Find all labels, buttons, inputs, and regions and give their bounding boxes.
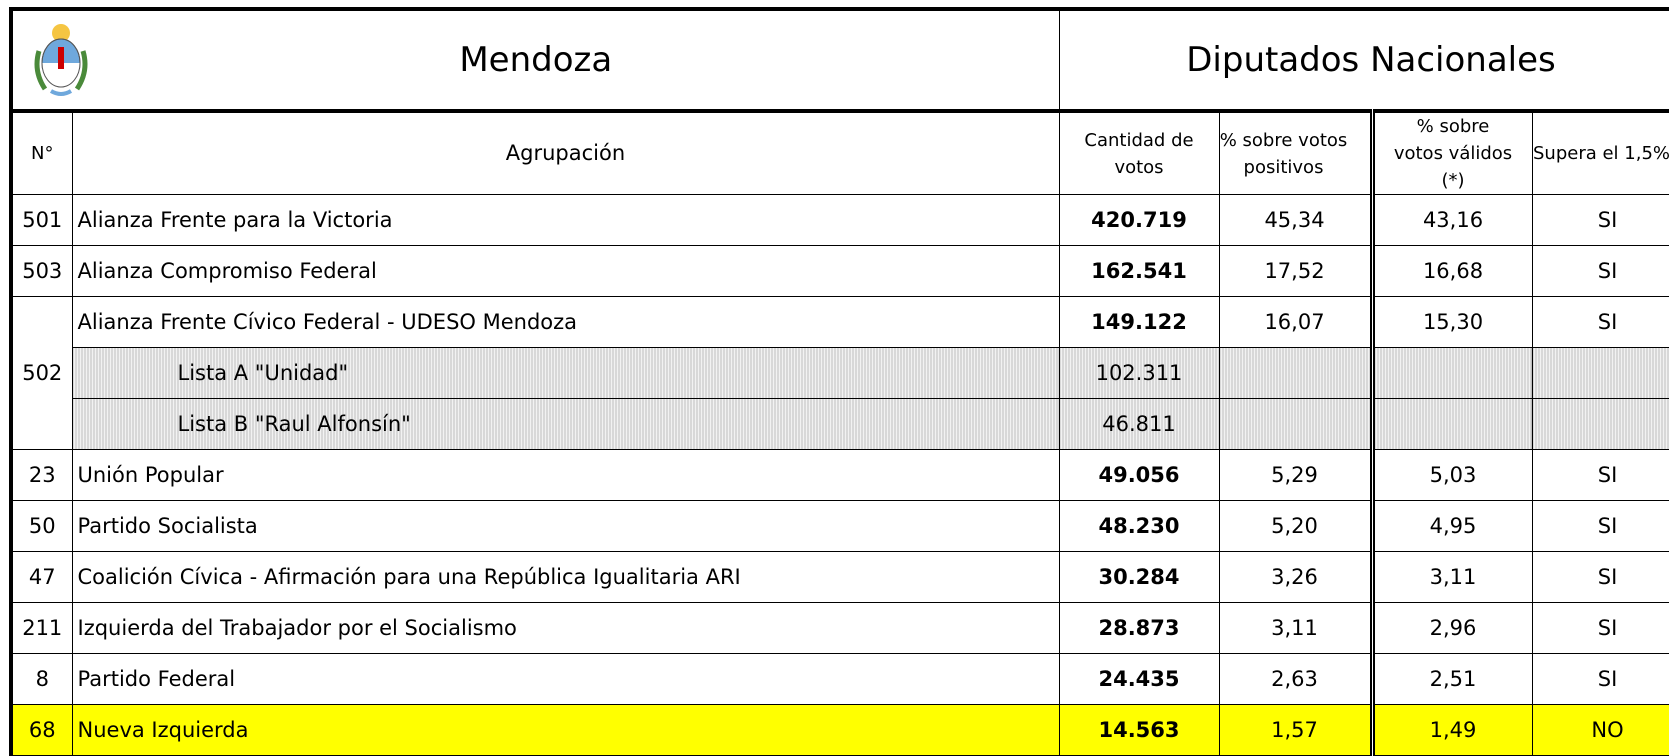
col-header: % sobre votos válidos (*) <box>1369 110 1533 195</box>
pct-positive: 3,11 <box>1218 602 1373 654</box>
exceeds: NO <box>1531 704 1669 756</box>
empty-cell <box>1531 347 1669 399</box>
sublist-votes: 102.311 <box>1058 347 1220 399</box>
office-title: Diputados Nacionales <box>1058 7 1669 113</box>
pct-valid: 3,11 <box>1369 551 1533 603</box>
pct-positive: 16,07 <box>1218 296 1373 348</box>
pct-valid: 2,96 <box>1369 602 1533 654</box>
votes: 24.435 <box>1058 653 1220 705</box>
party-name: Partido Socialista <box>71 500 1060 552</box>
pct-positive: 45,34 <box>1218 194 1373 246</box>
party-row: 8 Partido Federal 24.435 2,63 2,51 SI <box>9 653 1669 705</box>
party-number: 503 <box>9 245 73 297</box>
emblem <box>34 24 88 96</box>
party-number: 68 <box>9 704 73 756</box>
votes: 48.230 <box>1058 500 1220 552</box>
party-number: 50 <box>9 500 73 552</box>
pct-positive: 5,20 <box>1218 500 1373 552</box>
votes: 420.719 <box>1058 194 1220 246</box>
sublist-votes: 46.811 <box>1058 398 1220 450</box>
results-table: Mendoza Diputados Nacionales N° Agrupaci… <box>9 7 1669 756</box>
exceeds: SI <box>1531 194 1669 246</box>
pct-positive: 1,57 <box>1218 704 1373 756</box>
votes: 149.122 <box>1058 296 1220 348</box>
party-row: 23 Unión Popular 49.056 5,29 5,03 SI <box>9 449 1669 501</box>
party-number: 47 <box>9 551 73 603</box>
pct-valid: 2,51 <box>1369 653 1533 705</box>
pct-valid: 15,30 <box>1369 296 1533 348</box>
pct-positive: 3,26 <box>1218 551 1373 603</box>
party-number: 211 <box>9 602 73 654</box>
pct-valid: 4,95 <box>1369 500 1533 552</box>
col-header: Agrupación <box>71 110 1060 195</box>
pct-positive: 2,63 <box>1218 653 1373 705</box>
party-name: Unión Popular <box>71 449 1060 501</box>
empty-cell <box>1531 398 1669 450</box>
party-number: 501 <box>9 194 73 246</box>
party-row: 68 Nueva Izquierda 14.563 1,57 1,49 NO <box>9 704 1669 756</box>
empty-cell <box>1218 347 1373 399</box>
col-header: N° <box>9 110 73 195</box>
sublist-row: Lista A "Unidad" 102.311 <box>11 347 1669 399</box>
sublist-name: Lista B "Raul Alfonsín" <box>71 398 1060 450</box>
sublist-name: Lista A "Unidad" <box>71 347 1060 399</box>
party-name: Alianza Frente Cívico Federal - UDESO Me… <box>71 296 1060 348</box>
exceeds: SI <box>1531 296 1669 348</box>
title-cell: Mendoza <box>9 7 1060 113</box>
exceeds: SI <box>1531 551 1669 603</box>
party-row: 50 Partido Socialista 48.230 5,20 4,95 SI <box>9 500 1669 552</box>
party-row: 47 Coalición Cívica - Afirmación para una… <box>9 551 1669 603</box>
votes: 14.563 <box>1058 704 1220 756</box>
empty-cell <box>1218 398 1373 450</box>
table-body: Mendoza Diputados Nacionales N° Agrupaci… <box>9 7 1669 756</box>
party-row: 503 Alianza Compromiso Federal 162.541 17,5… <box>9 245 1669 297</box>
title-row: Mendoza Diputados Nacionales <box>9 7 1669 113</box>
votes: 49.056 <box>1058 449 1220 501</box>
party-number: 8 <box>9 653 73 705</box>
col-header: Cantidad de votos <box>1058 110 1220 195</box>
col-header: % sobre votos positivos <box>1218 110 1373 195</box>
party-row: 502 Alianza Frente Cívico Federal - UDESO… <box>9 296 1669 450</box>
exceeds: SI <box>1531 500 1669 552</box>
province-title: Mendoza <box>459 40 613 80</box>
party-name: Izquierda del Trabajador por el Socialis… <box>71 602 1060 654</box>
party-number: 502 <box>9 296 73 450</box>
exceeds: SI <box>1531 245 1669 297</box>
party-name: Nueva Izquierda <box>71 704 1060 756</box>
party-name: Alianza Frente para la Victoria <box>71 194 1060 246</box>
votes: 30.284 <box>1058 551 1220 603</box>
pct-valid: 16,68 <box>1369 245 1533 297</box>
votes: 28.873 <box>1058 602 1220 654</box>
pct-positive: 17,52 <box>1218 245 1373 297</box>
col-header: Supera el 1,5% <box>1531 110 1669 195</box>
party-name: Coalición Cívica - Afirmación para una R… <box>71 551 1060 603</box>
sublist-row: Lista B "Raul Alfonsín" 46.811 <box>11 398 1669 450</box>
header-row: N° Agrupación Cantidad de votos % sobre … <box>9 110 1669 195</box>
pct-valid: 1,49 <box>1369 704 1533 756</box>
party-row: 501 Alianza Frente para la Victoria 420.71… <box>9 194 1669 246</box>
exceeds: SI <box>1531 653 1669 705</box>
party-row: 211 Izquierda del Trabajador por el Socia… <box>9 602 1669 654</box>
party-number: 23 <box>9 449 73 501</box>
pct-valid: 43,16 <box>1369 194 1533 246</box>
votes: 162.541 <box>1058 245 1220 297</box>
empty-cell <box>1369 347 1533 399</box>
pct-positive: 5,29 <box>1218 449 1373 501</box>
pct-valid: 5,03 <box>1369 449 1533 501</box>
exceeds: SI <box>1531 449 1669 501</box>
empty-cell <box>1369 398 1533 450</box>
exceeds: SI <box>1531 602 1669 654</box>
party-name: Partido Federal <box>71 653 1060 705</box>
party-name: Alianza Compromiso Federal <box>71 245 1060 297</box>
